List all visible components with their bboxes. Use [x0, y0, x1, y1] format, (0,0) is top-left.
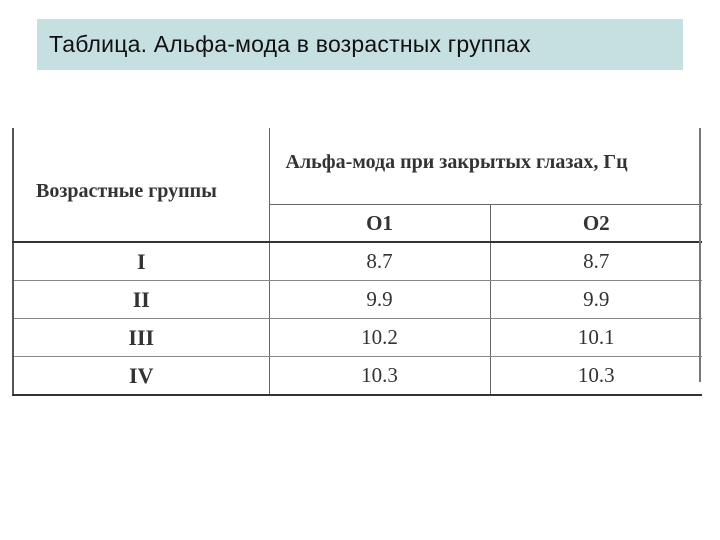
table-right-edge [699, 128, 701, 382]
cell-o1: 10.2 [269, 318, 491, 357]
age-groups-header: Возрастные группы [12, 128, 270, 243]
column-header-o1: O1 [269, 204, 491, 243]
table-row: III 10.2 10.1 [12, 318, 702, 357]
row-group-label: IV [12, 356, 270, 396]
cell-o1: 9.9 [269, 280, 491, 319]
alpha-mode-table: Возрастные группы Альфа-мода при закрыты… [12, 128, 702, 396]
row-group-label: I [12, 242, 270, 281]
table-row: II 9.9 9.9 [12, 280, 702, 319]
table-row: I 8.7 8.7 [12, 242, 702, 281]
data-table-container: Возрастные группы Альфа-мода при закрыты… [12, 128, 702, 396]
cell-o1: 10.3 [269, 356, 491, 396]
cell-o2: 10.1 [490, 318, 702, 357]
column-header-o2: O2 [490, 204, 702, 243]
cell-o2: 10.3 [490, 356, 702, 396]
alpha-mode-header: Альфа-мода при закрытых глазах, Гц [269, 128, 702, 205]
row-group-label: II [12, 280, 270, 319]
table-header-row: Возрастные группы Альфа-мода при закрыты… [12, 128, 702, 243]
cell-o1: 8.7 [269, 242, 491, 281]
table-row: IV 10.3 10.3 [12, 356, 702, 396]
cell-o2: 9.9 [490, 280, 702, 319]
cell-o2: 8.7 [490, 242, 702, 281]
row-group-label: III [12, 318, 270, 357]
table-subheader-row: O1 O2 [13, 204, 702, 243]
slide-title: Таблица. Альфа-мода в возрастных группах [37, 19, 683, 70]
